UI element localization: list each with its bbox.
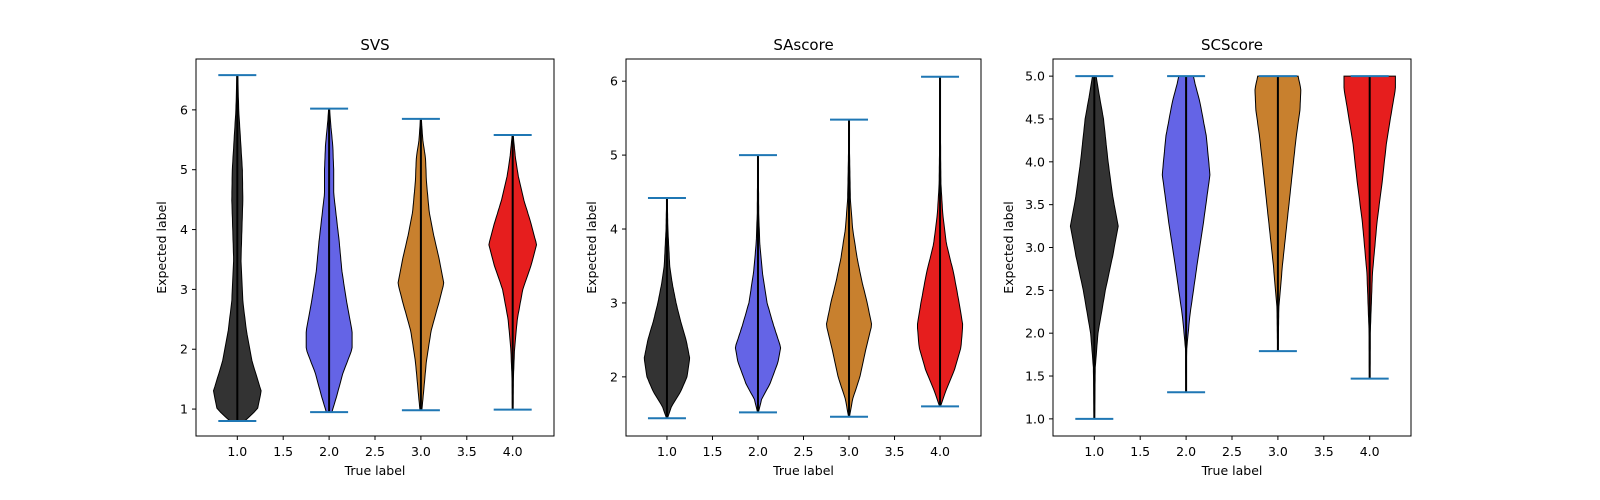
chart-title: SCScore bbox=[1201, 36, 1263, 54]
x-tick-label: 2.5 bbox=[1222, 444, 1242, 459]
x-tick-label: 1.0 bbox=[227, 444, 247, 459]
x-tick-label: 4.0 bbox=[503, 444, 523, 459]
panel-scscore: 1.0 1.5 2.0 2.5 3.0 3.5 4.0 1.0 1.5 2.0 2.5 3.0 3.5 4… bbox=[1001, 36, 1412, 478]
y-tick-label: 1.0 bbox=[1025, 411, 1045, 426]
y-tick-label: 3.0 bbox=[1025, 240, 1045, 255]
y-axis-label: Expected label bbox=[584, 201, 599, 294]
y-tick-label: 3 bbox=[180, 282, 188, 297]
x-tick-label: 3.5 bbox=[1314, 444, 1334, 459]
y-tick-label: 2.0 bbox=[1025, 326, 1045, 341]
chart-title: SVS bbox=[360, 36, 389, 54]
panel-sascore: 1.0 1.5 2.0 2.5 3.0 3.5 4.0 2 3 4 5 6 SAscore True la… bbox=[584, 36, 982, 478]
x-tick-label: 4.0 bbox=[1360, 444, 1380, 459]
x-tick-label: 1.0 bbox=[657, 444, 677, 459]
x-tick-label: 1.5 bbox=[703, 444, 723, 459]
y-tick-label: 1 bbox=[180, 402, 188, 417]
x-tick-label: 1.5 bbox=[1130, 444, 1150, 459]
y-tick-label: 6 bbox=[180, 102, 188, 117]
y-axis-label: Expected label bbox=[1001, 201, 1016, 294]
y-tick-label: 5 bbox=[610, 148, 618, 163]
x-tick-label: 2.0 bbox=[1176, 444, 1196, 459]
y-tick-label: 4.5 bbox=[1025, 111, 1045, 126]
x-tick-label: 1.0 bbox=[1084, 444, 1104, 459]
x-tick-label: 3.0 bbox=[1268, 444, 1288, 459]
y-tick-label: 4.0 bbox=[1025, 154, 1045, 169]
y-tick-label: 3 bbox=[610, 295, 618, 310]
x-axis-label: True label bbox=[772, 463, 834, 478]
y-tick-label: 4 bbox=[610, 222, 618, 237]
panel-svs: 1.0 1.5 2.0 2.5 3.0 3.5 4.0 1 2 3 4 5 6 SVS True label… bbox=[154, 36, 555, 478]
x-tick-label: 3.5 bbox=[885, 444, 905, 459]
x-axis-label: True label bbox=[1201, 463, 1263, 478]
x-tick-label: 3.5 bbox=[457, 444, 477, 459]
x-tick-label: 3.0 bbox=[411, 444, 431, 459]
y-tick-label: 4 bbox=[180, 222, 188, 237]
x-tick-label: 1.5 bbox=[273, 444, 293, 459]
y-tick-label: 5.0 bbox=[1025, 69, 1045, 84]
x-axis-label: True label bbox=[344, 463, 406, 478]
y-tick-label: 2 bbox=[180, 342, 188, 357]
y-tick-label: 1.5 bbox=[1025, 369, 1045, 384]
x-tick-label: 3.0 bbox=[839, 444, 859, 459]
x-tick-label: 2.0 bbox=[319, 444, 339, 459]
x-tick-label: 4.0 bbox=[930, 444, 950, 459]
y-axis-label: Expected label bbox=[154, 201, 169, 294]
y-tick-label: 2.5 bbox=[1025, 283, 1045, 298]
y-tick-label: 2 bbox=[610, 369, 618, 384]
chart-title: SAscore bbox=[773, 36, 833, 54]
y-tick-label: 3.5 bbox=[1025, 197, 1045, 212]
y-tick-label: 6 bbox=[610, 74, 618, 89]
x-tick-label: 2.5 bbox=[365, 444, 385, 459]
x-tick-label: 2.5 bbox=[794, 444, 814, 459]
x-tick-label: 2.0 bbox=[748, 444, 768, 459]
y-tick-label: 5 bbox=[180, 162, 188, 177]
